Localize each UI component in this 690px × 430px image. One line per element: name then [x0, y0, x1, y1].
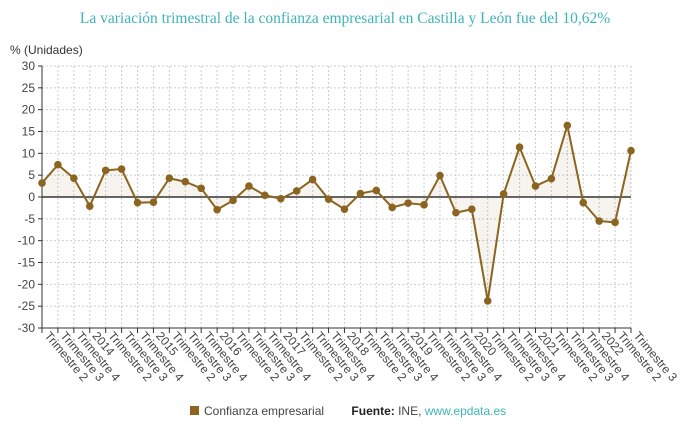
data-point	[340, 205, 349, 214]
legend: Confianza empresarial Fuente: INE, www.e…	[190, 404, 506, 418]
y-tick-label: -20	[18, 277, 36, 291]
source: Fuente: INE, www.epdata.es	[351, 404, 506, 418]
series-area	[42, 125, 631, 301]
data-point	[38, 179, 46, 187]
data-point	[54, 160, 62, 169]
data-point	[197, 184, 205, 193]
data-point	[595, 217, 603, 225]
source-link[interactable]: www.epdata.es	[424, 404, 507, 418]
data-point	[149, 198, 158, 207]
data-point	[499, 190, 508, 198]
data-point	[468, 205, 476, 214]
data-point	[181, 177, 190, 186]
data-point	[420, 201, 428, 209]
legend-label: Confianza empresarial	[204, 404, 325, 418]
y-tick-label: 30	[22, 59, 36, 73]
y-tick-label: 15	[22, 125, 36, 139]
data-point	[388, 203, 397, 212]
data-point	[165, 174, 174, 183]
data-point	[133, 198, 142, 207]
legend-swatch	[190, 406, 199, 415]
y-tick-label: -30	[18, 321, 36, 335]
data-point	[627, 146, 635, 155]
chart-title: La variación trimestral de la confianza …	[79, 10, 611, 27]
data-point	[579, 198, 588, 207]
y-axis-label: % (Unidades)	[10, 43, 83, 57]
y-tick-label: 20	[22, 103, 36, 117]
data-point	[515, 143, 524, 152]
data-point	[356, 189, 365, 198]
source-label: Fuente:	[351, 404, 395, 418]
y-tick-label: -15	[18, 256, 36, 270]
source-text: INE,	[394, 404, 425, 418]
data-point	[308, 175, 317, 184]
data-point	[117, 165, 126, 173]
data-point	[436, 171, 444, 180]
data-point	[245, 182, 253, 190]
y-tick-label: 0	[28, 190, 35, 204]
y-tick-label: 10	[22, 146, 36, 160]
data-point	[70, 174, 78, 183]
data-point	[547, 174, 556, 183]
data-point	[261, 191, 269, 200]
data-point	[292, 187, 301, 195]
y-tick-label: 5	[28, 168, 35, 182]
data-point	[85, 202, 94, 210]
y-tick-label: -5	[24, 212, 35, 226]
data-point	[563, 121, 572, 130]
data-point	[101, 166, 110, 175]
data-point	[213, 205, 221, 214]
data-point	[531, 182, 540, 190]
data-point	[229, 196, 237, 205]
y-tick-label: 25	[22, 81, 36, 95]
data-point	[372, 186, 381, 195]
y-tick-label: -10	[18, 234, 36, 248]
data-point	[276, 194, 285, 203]
line-chart: % (Unidades) 30 25 20 15 10 5 0 -5 -10 -15 -20 -25 -3…	[10, 43, 680, 384]
data-point	[483, 297, 492, 305]
data-point	[404, 199, 412, 207]
data-point	[324, 195, 333, 203]
data-point	[611, 218, 619, 227]
data-point	[452, 208, 460, 217]
series-line	[41, 125, 632, 302]
y-tick-label: -25	[18, 299, 36, 313]
